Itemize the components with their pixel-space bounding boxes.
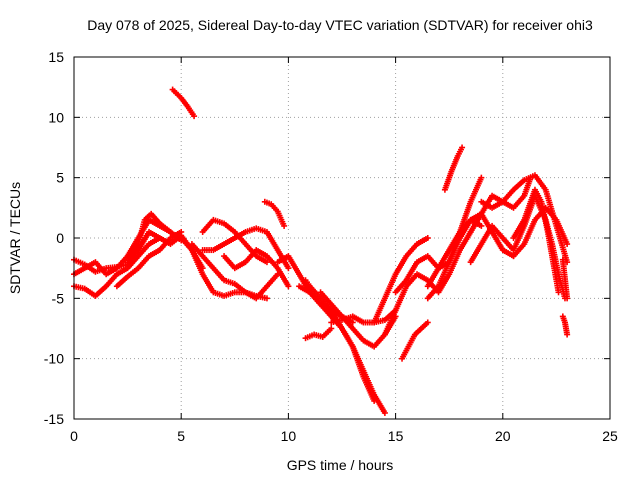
data-point [564, 295, 571, 302]
axis-ticks: 0 5 10 15 20 25 -15 -10 -5 0 5 10 15 [44, 49, 618, 444]
y-tick-label: 0 [56, 230, 64, 246]
x-axis-label: GPS time / hours [287, 457, 394, 473]
y-tick-label: -5 [52, 290, 65, 306]
x-tick-label: 15 [388, 428, 404, 444]
data-point [564, 331, 571, 338]
data-point [285, 283, 292, 290]
x-tick-label: 20 [495, 428, 511, 444]
y-tick-label: -15 [44, 411, 64, 427]
y-tick-label: 15 [48, 49, 64, 65]
data-point [555, 289, 562, 296]
data-point [371, 397, 378, 404]
y-tick-label: 5 [56, 170, 64, 186]
chart-title: Day 078 of 2025, Sidereal Day-to-day VTE… [87, 17, 593, 33]
data-point [263, 295, 270, 302]
data-point [167, 228, 174, 235]
x-tick-label: 25 [602, 428, 618, 444]
data-point [156, 235, 163, 241]
data-point [478, 222, 485, 229]
x-tick-label: 5 [177, 428, 185, 444]
data-point [263, 259, 270, 266]
x-tick-label: 0 [70, 428, 78, 444]
data-point [478, 174, 485, 181]
y-axis-label: SDTVAR / TECUs [7, 182, 23, 294]
data-point [564, 241, 571, 248]
data-point [178, 228, 185, 235]
x-tick-label: 10 [281, 428, 297, 444]
data-point [285, 265, 292, 272]
y-tick-label: -10 [44, 351, 64, 367]
data-point [349, 319, 356, 326]
data-point [424, 235, 431, 241]
data-point [281, 222, 288, 229]
data-points [71, 86, 571, 416]
data-point [191, 113, 198, 120]
data-point [328, 325, 335, 332]
data-point [381, 409, 388, 416]
y-tick-label: 10 [48, 109, 64, 125]
data-point [424, 319, 431, 326]
data-point [459, 144, 466, 151]
